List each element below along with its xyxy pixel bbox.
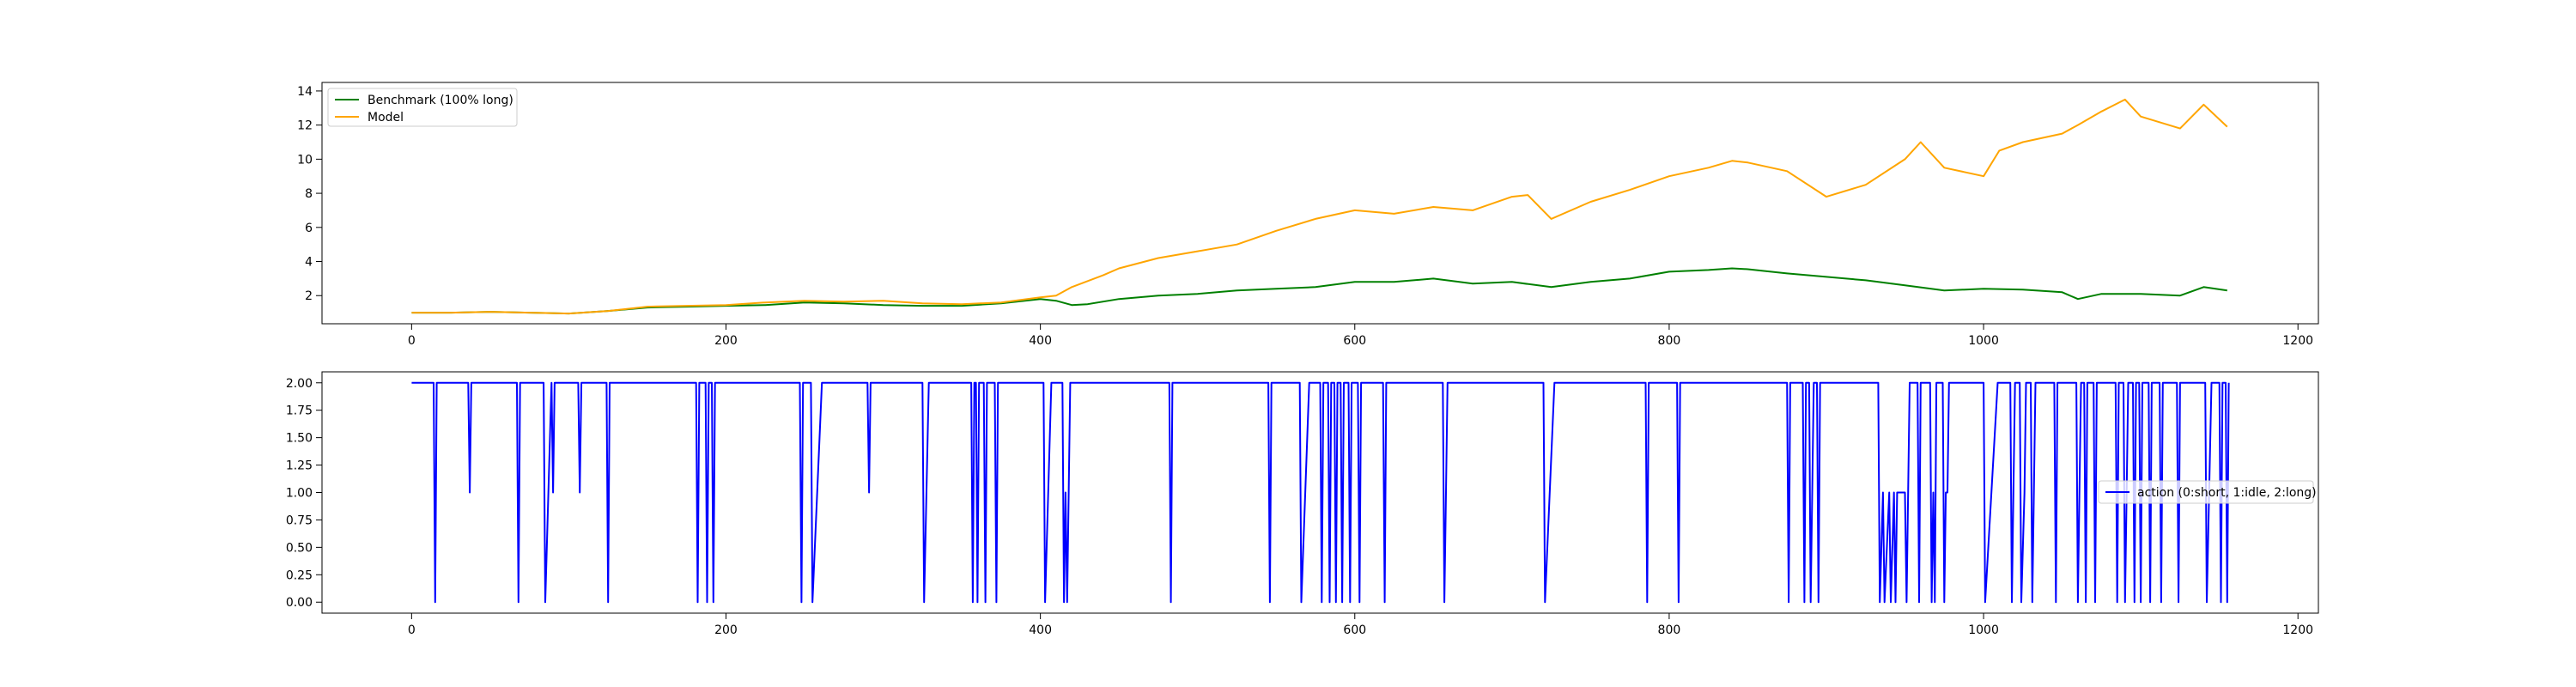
bottom-chart-legend: action (0:short, 1:idle, 2:long)	[2098, 480, 2317, 504]
y-tick-label: 6	[305, 222, 313, 235]
bottom-legend-box	[2098, 480, 2314, 504]
y-tick-label: 1.75	[286, 404, 313, 418]
y-tick-label: 14	[297, 85, 313, 99]
x-tick-label: 1000	[1968, 623, 1999, 637]
x-tick-label: 200	[714, 334, 738, 348]
bottom-chart: 0 200 400 600 800 1000 1200 0.00 0.25 0.50 0.75 1.…	[286, 371, 2319, 637]
x-tick-label: 0	[408, 334, 416, 348]
series-line-0-0	[411, 267, 2227, 315]
bottom-chart-y-axis: 0.00 0.25 0.50 0.75 1.00 1.25 1.50 1.75 2.00	[286, 377, 322, 610]
x-tick-label: 600	[1343, 623, 1366, 637]
x-tick-label: 1200	[2282, 623, 2313, 637]
top-chart: 0 200 400 600 800 1000 1200 2 4 6 8 10 12 14 Benchma…	[297, 82, 2319, 348]
y-tick-label: 1.25	[286, 459, 313, 473]
series-line-1-0	[411, 381, 2230, 604]
x-tick-label: 800	[1658, 623, 1681, 637]
bottom-chart-lines	[411, 381, 2230, 604]
legend-action-label: action (0:short, 1:idle, 2:long)	[2137, 486, 2317, 500]
top-chart-y-axis: 2 4 6 8 10 12 14	[297, 85, 322, 303]
y-tick-label: 8	[305, 187, 313, 201]
top-legend-box	[327, 88, 518, 127]
top-chart-frame	[321, 82, 2319, 325]
series-line-0-1	[411, 98, 2228, 315]
x-tick-label: 400	[1029, 334, 1052, 348]
x-tick-label: 1200	[2282, 334, 2313, 348]
y-tick-label: 2	[305, 289, 313, 303]
bottom-chart-x-axis: 0 200 400 600 800 1000 1200	[408, 613, 2313, 637]
legend-model-label: Model	[368, 111, 404, 125]
y-tick-label: 1.50	[286, 432, 313, 446]
top-chart-x-axis: 0 200 400 600 800 1000 1200	[408, 324, 2313, 348]
x-tick-label: 600	[1343, 334, 1366, 348]
x-tick-label: 0	[408, 623, 416, 637]
top-chart-lines	[411, 98, 2228, 315]
x-tick-label: 1000	[1968, 334, 1999, 348]
y-tick-label: 0.75	[286, 514, 313, 527]
y-tick-label: 0.25	[286, 568, 313, 582]
x-tick-label: 200	[714, 623, 738, 637]
y-tick-label: 1.00	[286, 487, 313, 501]
y-tick-label: 4	[305, 256, 313, 270]
y-tick-label: 2.00	[286, 377, 313, 391]
y-tick-label: 12	[297, 119, 313, 133]
x-tick-label: 800	[1658, 334, 1681, 348]
x-tick-label: 400	[1029, 623, 1052, 637]
y-tick-label: 10	[297, 153, 313, 167]
top-chart-legend: Benchmark (100% long) Model	[327, 88, 518, 127]
y-tick-label: 0.50	[286, 541, 313, 555]
y-tick-label: 0.00	[286, 596, 313, 610]
legend-benchmark-label: Benchmark (100% long)	[368, 94, 513, 107]
